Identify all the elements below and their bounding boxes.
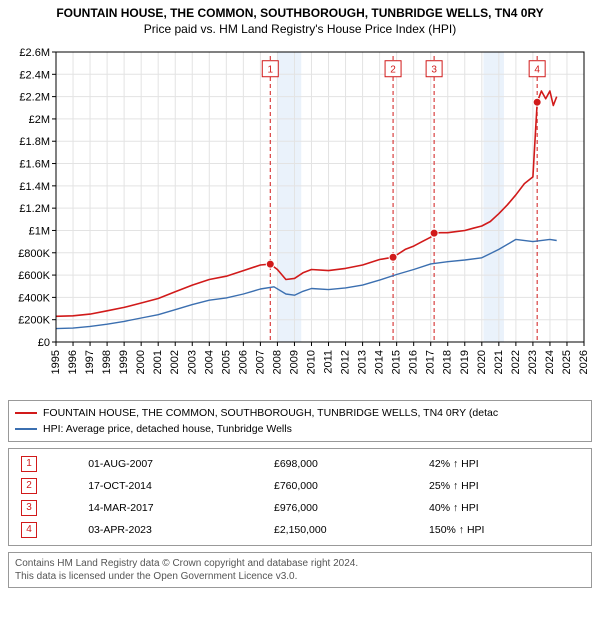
svg-text:2013: 2013 (357, 350, 369, 374)
cell-pct: 150% ↑ HPI (423, 519, 585, 541)
svg-text:2024: 2024 (544, 350, 556, 374)
cell-date: 01-AUG-2007 (82, 453, 268, 475)
legend-label: FOUNTAIN HOUSE, THE COMMON, SOUTHBOROUGH… (43, 407, 498, 419)
svg-text:3: 3 (431, 65, 437, 76)
svg-text:2: 2 (390, 65, 396, 76)
svg-text:£1M: £1M (29, 225, 50, 237)
legend-row: FOUNTAIN HOUSE, THE COMMON, SOUTHBOROUGH… (15, 405, 585, 421)
svg-text:2008: 2008 (271, 350, 283, 374)
event-badge: 2 (21, 478, 37, 494)
cell-badge: 3 (15, 497, 82, 519)
cell-pct: 25% ↑ HPI (423, 475, 585, 497)
event-badge: 1 (21, 456, 37, 472)
cell-date: 17-OCT-2014 (82, 475, 268, 497)
chart-svg: 1 2 3 4 £0 £200K £400K £600K £800K £1M £1.2M £1.4M £… (8, 44, 592, 394)
svg-text:1: 1 (267, 65, 273, 76)
svg-text:1998: 1998 (101, 350, 113, 374)
svg-text:2006: 2006 (237, 350, 249, 374)
cell-price: £698,000 (268, 453, 423, 475)
svg-text:1999: 1999 (118, 350, 130, 374)
svg-text:2012: 2012 (340, 350, 352, 374)
cell-badge: 2 (15, 475, 82, 497)
svg-text:2005: 2005 (220, 350, 232, 374)
svg-text:2026: 2026 (578, 350, 590, 374)
svg-text:2001: 2001 (152, 350, 164, 374)
svg-text:£800K: £800K (18, 248, 50, 260)
svg-text:£400K: £400K (18, 292, 50, 304)
svg-text:2023: 2023 (527, 350, 539, 374)
svg-text:1995: 1995 (50, 350, 62, 374)
cell-badge: 4 (15, 519, 82, 541)
event-badge: 4 (21, 522, 37, 538)
table-row: 4 03-APR-2023£2,150,000150% ↑ HPI (15, 519, 585, 541)
svg-text:1996: 1996 (67, 350, 79, 374)
chart: 1 2 3 4 £0 £200K £400K £600K £800K £1M £1.2M £1.4M £… (8, 44, 592, 394)
title-address: FOUNTAIN HOUSE, THE COMMON, SOUTHBOROUGH… (8, 6, 592, 20)
svg-text:2011: 2011 (323, 350, 335, 374)
legend: FOUNTAIN HOUSE, THE COMMON, SOUTHBOROUGH… (8, 400, 592, 442)
table-row: 1 01-AUG-2007£698,00042% ↑ HPI (15, 453, 585, 475)
svg-text:£2M: £2M (29, 114, 50, 126)
svg-text:2015: 2015 (391, 350, 403, 374)
event-badge: 3 (21, 500, 37, 516)
svg-text:2000: 2000 (135, 350, 147, 374)
root: FOUNTAIN HOUSE, THE COMMON, SOUTHBOROUGH… (0, 0, 600, 592)
table-row: 3 14-MAR-2017£976,00040% ↑ HPI (15, 497, 585, 519)
cell-pct: 40% ↑ HPI (423, 497, 585, 519)
svg-text:2003: 2003 (186, 350, 198, 374)
svg-text:2004: 2004 (203, 350, 215, 374)
cell-date: 14-MAR-2017 (82, 497, 268, 519)
svg-text:2025: 2025 (561, 350, 573, 374)
svg-text:2018: 2018 (442, 350, 454, 374)
svg-text:£200K: £200K (18, 315, 50, 327)
legend-label: HPI: Average price, detached house, Tunb… (43, 423, 292, 435)
svg-text:£600K: £600K (18, 270, 50, 282)
svg-text:2021: 2021 (493, 350, 505, 374)
legend-swatch (15, 428, 37, 430)
svg-text:£2.6M: £2.6M (19, 47, 50, 59)
title-subtitle: Price paid vs. HM Land Registry's House … (8, 22, 592, 36)
cell-price: £2,150,000 (268, 519, 423, 541)
svg-text:2007: 2007 (254, 350, 266, 374)
svg-text:£0: £0 (38, 337, 50, 349)
table-row: 2 17-OCT-2014£760,00025% ↑ HPI (15, 475, 585, 497)
cell-price: £760,000 (268, 475, 423, 497)
title-block: FOUNTAIN HOUSE, THE COMMON, SOUTHBOROUGH… (8, 6, 592, 36)
cell-pct: 42% ↑ HPI (423, 453, 585, 475)
svg-text:2019: 2019 (459, 350, 471, 374)
cell-badge: 1 (15, 453, 82, 475)
svg-text:£1.4M: £1.4M (19, 181, 50, 193)
cell-price: £976,000 (268, 497, 423, 519)
svg-text:4: 4 (534, 65, 540, 76)
svg-text:2002: 2002 (169, 350, 181, 374)
svg-text:£2.4M: £2.4M (19, 69, 50, 81)
svg-text:£1.6M: £1.6M (19, 159, 50, 171)
legend-swatch (15, 412, 37, 414)
footer-line2: This data is licensed under the Open Gov… (15, 570, 585, 583)
svg-text:2009: 2009 (288, 350, 300, 374)
svg-text:2014: 2014 (374, 350, 386, 374)
legend-row: HPI: Average price, detached house, Tunb… (15, 421, 585, 437)
svg-text:2017: 2017 (425, 350, 437, 374)
svg-text:2010: 2010 (305, 350, 317, 374)
footer: Contains HM Land Registry data © Crown c… (8, 552, 592, 588)
cell-date: 03-APR-2023 (82, 519, 268, 541)
svg-text:£2.2M: £2.2M (19, 92, 50, 104)
svg-text:1997: 1997 (84, 350, 96, 374)
svg-text:2016: 2016 (408, 350, 420, 374)
svg-text:2022: 2022 (510, 350, 522, 374)
svg-text:2020: 2020 (476, 350, 488, 374)
footer-line1: Contains HM Land Registry data © Crown c… (15, 557, 585, 570)
svg-text:£1.8M: £1.8M (19, 136, 50, 148)
svg-text:£1.2M: £1.2M (19, 203, 50, 215)
events-table: 1 01-AUG-2007£698,00042% ↑ HPI 2 17-OCT-201… (8, 448, 592, 546)
